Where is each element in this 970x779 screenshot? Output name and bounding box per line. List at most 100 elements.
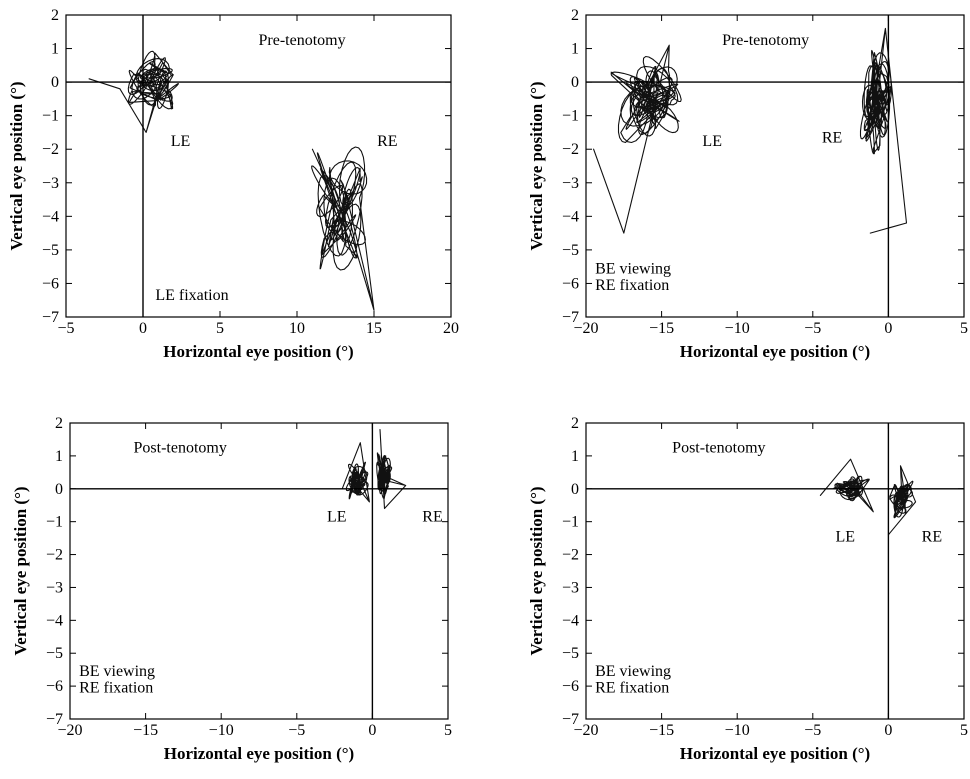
x-tick-label: −20 [57,722,82,739]
y-tick-label: 2 [55,415,63,432]
annotation: LE [327,509,347,526]
x-axis-label: Horizontal eye position (°) [164,744,354,763]
y-tick-label: 2 [571,7,579,24]
trace-le [88,50,179,133]
y-tick-label: −3 [42,175,59,192]
panel-top-right: −20 −15 −10 −5 0 5 2 1 0 −1 −2 −3 −4 −5 −6 −7 Horizontal… [527,7,968,361]
x-tick-label: 20 [443,320,459,337]
annotation: RE fixation [79,680,153,697]
x-tick-label: 5 [960,320,968,337]
trace-le [593,44,682,234]
y-tick-label: −7 [42,309,59,326]
y-tick-label: −2 [42,141,59,158]
y-tick-label: 1 [571,448,579,465]
y-tick-label: −2 [562,547,579,564]
x-axis-label: Horizontal eye position (°) [163,342,353,361]
annotation: BE viewing [595,663,671,680]
trace-re [859,27,908,234]
x-tick-label: −20 [573,320,598,337]
x-tick-label: −15 [649,722,674,739]
y-tick-label: −6 [42,275,59,292]
trace-le [819,458,874,513]
y-tick-label: −5 [562,645,579,662]
y-tick-label: −4 [46,612,63,629]
x-tick-label: −15 [649,320,674,337]
x-tick-label: 15 [366,320,382,337]
x-tick-label: 0 [884,320,892,337]
y-tick-label: 0 [571,481,579,498]
y-tick-label: −4 [42,208,59,225]
y-tick-label: −6 [562,678,579,695]
y-tick-label: 0 [55,481,63,498]
x-tick-label: 10 [289,320,305,337]
annotation: Pre-tenotomy [722,32,809,49]
y-tick-label: −5 [562,242,579,259]
y-tick-label: 1 [571,41,579,58]
y-tick-label: −1 [562,108,579,125]
y-tick-label: −2 [46,547,63,564]
x-tick-label: 5 [960,722,968,739]
annotation: RE [422,509,442,526]
y-tick-label: 1 [55,448,63,465]
y-tick-label: −2 [562,141,579,158]
annotation: LE [171,133,191,150]
x-axis-label: Horizontal eye position (°) [680,342,870,361]
y-tick-label: −3 [562,579,579,596]
x-tick-label: −5 [57,320,74,337]
trace-le [341,442,370,503]
y-tick-label: 2 [51,7,59,24]
trace-re [311,146,375,311]
x-tick-label: −5 [804,722,821,739]
annotation: BE viewing [79,663,155,680]
y-axis-label: Vertical eye position (°) [527,81,546,250]
y-tick-label: −3 [562,175,579,192]
y-tick-label: −7 [46,711,63,728]
annotation: RE [377,133,397,150]
y-tick-label: 1 [51,41,59,58]
annotation: Post-tenotomy [672,440,765,457]
panel-bottom-right: −20 −15 −10 −5 0 5 2 1 0 −1 −2 −3 −4 −5 −6 −7 Horizontal… [527,415,968,763]
x-tick-label: −5 [804,320,821,337]
annotation: RE fixation [595,680,669,697]
plot-frame [65,14,452,318]
plot-frame [585,422,965,720]
y-tick-label: −1 [46,514,63,531]
annotation: LE [835,528,855,545]
y-tick-label: 0 [51,74,59,91]
x-tick-label: −5 [288,722,305,739]
x-tick-label: −10 [209,722,234,739]
y-tick-label: −4 [562,612,579,629]
x-tick-label: 5 [444,722,452,739]
annotation: BE viewing [595,260,671,277]
y-tick-label: −5 [46,645,63,662]
x-tick-label: 0 [368,722,376,739]
trace-re [887,465,917,536]
x-tick-label: 5 [216,320,224,337]
x-tick-label: 0 [884,722,892,739]
y-axis-label: Vertical eye position (°) [7,81,26,250]
x-tick-label: −10 [725,722,750,739]
y-tick-label: −3 [46,579,63,596]
y-tick-label: −7 [562,309,579,326]
annotation: RE fixation [595,277,669,294]
annotation: Pre-tenotomy [259,32,346,49]
y-axis-label: Vertical eye position (°) [11,486,30,655]
y-axis-label: Vertical eye position (°) [527,486,546,655]
annotation: RE [922,528,942,545]
annotation: RE [822,130,842,147]
y-tick-label: −4 [562,208,579,225]
annotation: LE [702,133,722,150]
plot-frame [69,422,449,720]
y-tick-label: −1 [42,108,59,125]
plot-frame [585,14,965,318]
x-tick-label: −20 [573,722,598,739]
y-tick-label: −1 [562,514,579,531]
y-tick-label: −5 [42,242,59,259]
y-tick-label: −6 [562,275,579,292]
x-axis-label: Horizontal eye position (°) [680,744,870,763]
x-tick-label: 0 [139,320,147,337]
y-tick-label: 2 [571,415,579,432]
